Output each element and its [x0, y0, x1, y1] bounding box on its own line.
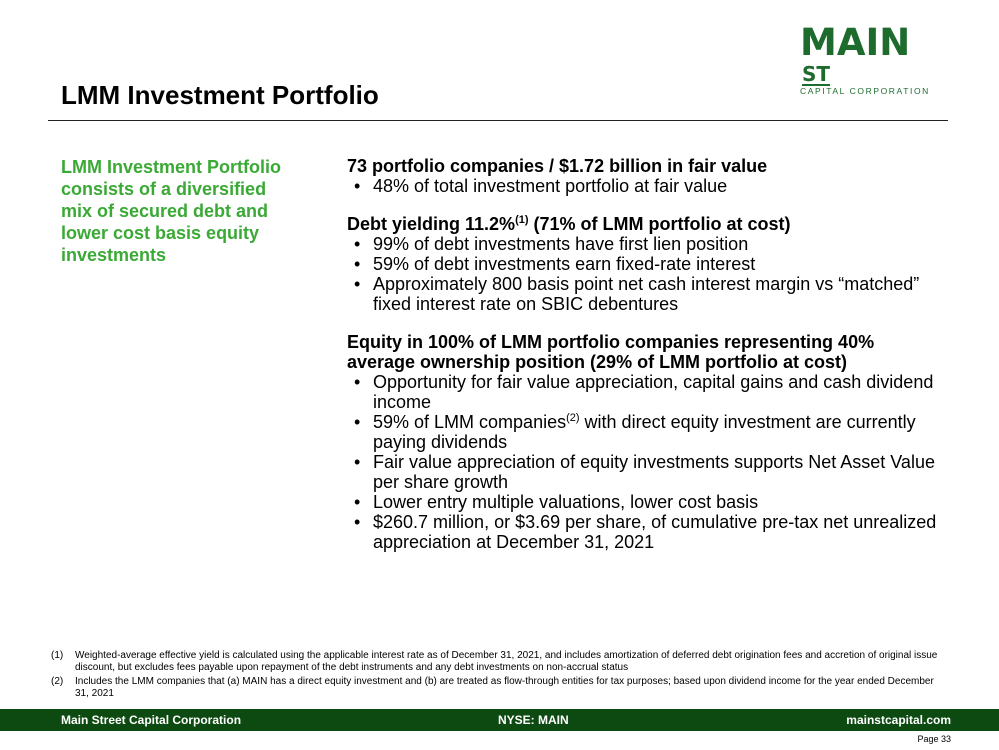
footnote-number: (1)	[51, 650, 64, 661]
sidebar-summary: LMM Investment Portfolio consists of a d…	[61, 157, 281, 265]
footer-bar: Main Street Capital Corporation NYSE: MA…	[0, 709, 999, 731]
logo-main-text: MAIN	[800, 21, 911, 64]
bullet-item: Lower entry multiple valuations, lower c…	[347, 492, 947, 512]
footnotes: (1) Weighted-average effective yield is …	[48, 650, 938, 702]
logo-subtitle: CAPITAL CORPORATION	[800, 86, 930, 96]
logo-st-text: ST	[802, 62, 831, 86]
main-content: 73 portfolio companies / $1.72 billion i…	[347, 156, 947, 552]
footer-company: Main Street Capital Corporation	[61, 713, 242, 727]
footnote: (1) Weighted-average effective yield is …	[48, 650, 938, 674]
bullet-item: Opportunity for fair value appreciation,…	[347, 372, 947, 412]
company-logo: MAINST CAPITAL CORPORATION	[800, 21, 940, 97]
page-number: Page 33	[917, 734, 951, 744]
footnote: (2) Includes the LMM companies that (a) …	[48, 676, 938, 700]
bullet-item: $260.7 million, or $3.69 per share, of c…	[347, 512, 947, 552]
bullet-list-portfolio: 48% of total investment portfolio at fai…	[347, 176, 947, 196]
bullet-item: Fair value appreciation of equity invest…	[347, 452, 947, 492]
bullet-item: 59% of LMM companies(2) with direct equi…	[347, 412, 947, 452]
footer-website: mainstcapital.com	[846, 713, 951, 727]
footer-ticker: NYSE: MAIN	[498, 713, 569, 727]
bullet-item: Approximately 800 basis point net cash i…	[347, 274, 947, 314]
bullet-item: 99% of debt investments have first lien …	[347, 234, 947, 254]
bullet-list-debt: 99% of debt investments have first lien …	[347, 234, 947, 314]
footnote-text: Includes the LMM companies that (a) MAIN…	[75, 676, 934, 699]
bullet-list-equity: Opportunity for fair value appreciation,…	[347, 372, 947, 552]
title-divider	[48, 120, 948, 121]
section-heading-debt: Debt yielding 11.2%(1) (71% of LMM portf…	[347, 214, 791, 234]
bullet-item: 59% of debt investments earn fixed-rate …	[347, 254, 947, 274]
section-heading-portfolio: 73 portfolio companies / $1.72 billion i…	[347, 156, 768, 176]
footnote-ref: (1)	[515, 214, 529, 226]
section-heading-equity: Equity in 100% of LMM portfolio companie…	[347, 332, 875, 372]
page-title: LMM Investment Portfolio	[61, 80, 379, 110]
footnote-number: (2)	[51, 676, 64, 687]
footnote-text: Weighted-average effective yield is calc…	[75, 650, 938, 673]
footnote-ref: (2)	[566, 412, 580, 424]
bullet-item: 48% of total investment portfolio at fai…	[347, 176, 947, 196]
